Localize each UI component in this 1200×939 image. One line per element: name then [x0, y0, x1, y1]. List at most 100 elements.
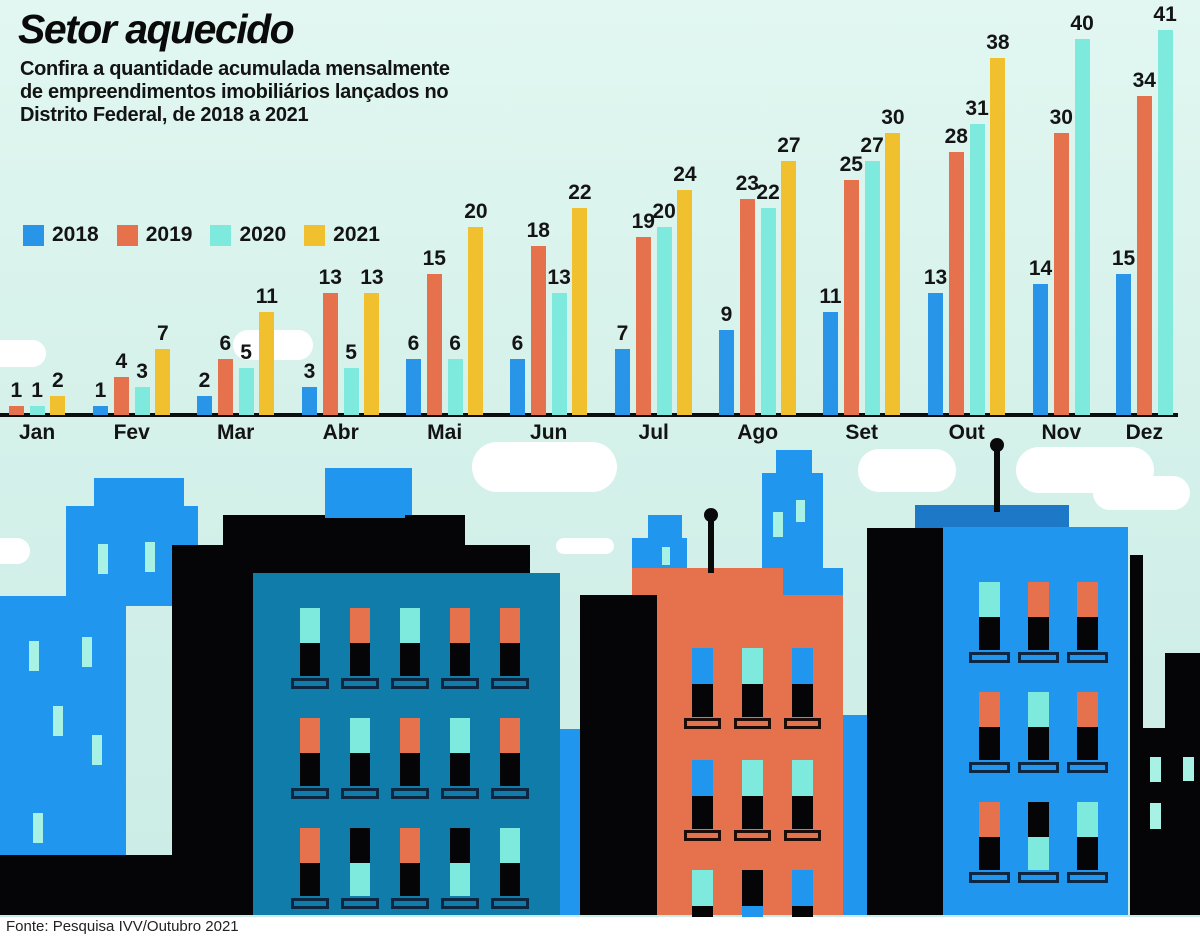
orange-bldg-window: [742, 760, 763, 796]
blue-right-window-lower: [1077, 837, 1098, 870]
building-black-center: [580, 595, 657, 915]
window-small: [145, 542, 155, 572]
page-title: Setor aquecido: [18, 6, 295, 52]
blue-right-window-lower: [1028, 837, 1049, 870]
bar-2018-Fev: [93, 405, 108, 415]
bar-value-label: 2: [198, 369, 211, 393]
bar-value-label: 3: [303, 359, 316, 383]
teal-sill: [341, 678, 379, 689]
bar-2020-Abr: [343, 368, 359, 415]
bar-value-label: 6: [449, 331, 461, 355]
bar-2021-Ago: [781, 161, 797, 415]
blue-right-window-lower: [1028, 617, 1049, 650]
building-blue-tower-a-base: [632, 538, 687, 568]
teal-window-lower: [500, 863, 520, 896]
bar-2019-Mai: [426, 274, 442, 415]
teal-sill: [391, 678, 429, 689]
month-label-mar: Mar: [217, 421, 255, 444]
cloud: [0, 340, 46, 367]
bar-value-label: 24: [673, 162, 697, 186]
building-blue-sliver-right: [843, 715, 867, 915]
bar-2019-Dez: [1136, 95, 1152, 415]
bar-2021-Jul: [677, 189, 693, 415]
teal-sill: [491, 678, 529, 689]
teal-sill: [391, 898, 429, 909]
blue-right-sill: [1067, 652, 1108, 663]
bar-2020-Mar: [238, 368, 254, 415]
bar-2020-Nov: [1074, 39, 1090, 415]
bar-2021-Abr: [364, 292, 380, 415]
antenna-mast: [994, 446, 1000, 512]
orange-bldg-window: [742, 870, 763, 906]
bar-value-label: 4: [115, 350, 128, 374]
teal-window-lower: [500, 753, 520, 786]
teal-sill: [441, 678, 479, 689]
bar-2018-Jul: [615, 349, 630, 415]
building-blue-right-roofband: [915, 505, 1069, 528]
teal-window: [300, 718, 320, 753]
orange-bldg-sill: [684, 718, 721, 729]
teal-window-lower: [450, 753, 470, 786]
teal-window: [500, 608, 520, 643]
teal-window-lower: [300, 863, 320, 896]
window-small: [98, 544, 108, 574]
teal-window-lower: [350, 753, 370, 786]
bar-value-label: 20: [464, 200, 488, 224]
month-label-dez: Dez: [1125, 421, 1163, 444]
orange-bldg-window: [792, 760, 813, 796]
bar-value-label: 7: [157, 322, 169, 346]
teal-window: [500, 828, 520, 863]
teal-sill: [341, 788, 379, 799]
teal-window-lower: [350, 863, 370, 896]
orange-bldg-window-lower: [742, 684, 763, 717]
teal-sill: [291, 678, 329, 689]
bar-value-label: 18: [526, 218, 550, 242]
bar-value-label: 22: [756, 181, 780, 205]
teal-window: [450, 608, 470, 643]
orange-bldg-window: [692, 760, 713, 796]
bar-value-label: 1: [94, 378, 107, 402]
bar-value-label: 6: [511, 331, 524, 355]
teal-window: [400, 828, 420, 863]
bar-value-label: 11: [819, 284, 842, 308]
blue-right-window: [979, 582, 1000, 617]
teal-sill: [491, 898, 529, 909]
teal-window-lower: [450, 643, 470, 676]
legend-label: 2019: [145, 223, 193, 246]
legend-swatch-2020: [210, 224, 232, 246]
bar-value-label: 15: [422, 247, 446, 271]
window-small: [773, 512, 783, 537]
bar-value-label: 2: [52, 369, 64, 393]
teal-window: [350, 718, 370, 753]
blue-right-window-lower: [979, 727, 1000, 760]
bar-value-label: 11: [255, 284, 278, 308]
blue-right-window: [979, 692, 1000, 727]
bar-2018-Dez: [1116, 274, 1131, 415]
blue-right-window: [1028, 582, 1049, 617]
orange-bldg-sill: [684, 830, 721, 841]
antenna-ball: [990, 438, 1004, 452]
bar-value-label: 34: [1132, 68, 1156, 92]
bar-value-label: 14: [1028, 256, 1053, 280]
legend-label: 2018: [52, 223, 99, 246]
blue-right-window: [979, 802, 1000, 837]
teal-sill: [341, 898, 379, 909]
bar-value-label: 25: [839, 153, 863, 177]
orange-bldg-sill: [784, 830, 821, 841]
bar-value-label: 19: [631, 209, 655, 233]
bar-value-label: 13: [547, 265, 571, 289]
blue-right-window: [1077, 582, 1098, 617]
legend-swatch-2019: [116, 224, 138, 246]
cloud: [0, 538, 30, 564]
teal-window-lower: [300, 753, 320, 786]
bar-value-label: 23: [735, 172, 759, 196]
bar-2020-Jan: [29, 405, 45, 415]
window-small: [796, 500, 805, 522]
bar-2020-Jul: [656, 227, 672, 415]
blue-right-sill: [1018, 652, 1059, 663]
footer-strip: [0, 917, 1200, 939]
teal-window: [300, 608, 320, 643]
blue-right-window-lower: [979, 617, 1000, 650]
orange-bldg-window: [792, 870, 813, 906]
